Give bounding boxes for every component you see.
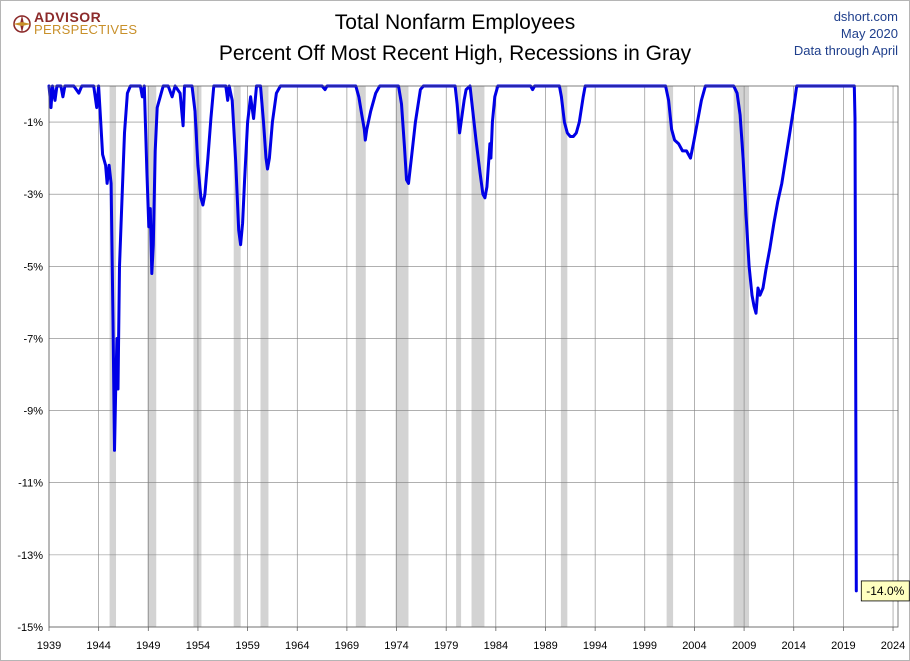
y-tick-label: -1%: [23, 117, 43, 129]
date-label: May 2020: [840, 26, 898, 41]
x-tick-label: 1974: [384, 640, 408, 652]
logo-text-perspectives: PERSPECTIVES: [34, 22, 138, 37]
recession-band: [355, 86, 366, 627]
data-note-label: Data through April: [793, 43, 898, 58]
recession-band: [260, 86, 269, 627]
y-tick-label: -3%: [23, 189, 43, 201]
value-callout-box: [860, 580, 910, 602]
logo-text-advisor: ADVISOR: [34, 9, 102, 25]
x-tick-label: 2019: [831, 640, 855, 652]
advisor-perspectives-logo: ADVISOR PERSPECTIVES: [12, 9, 152, 39]
y-tick-label: -15%: [17, 622, 43, 634]
axes: 1939 1944 1949 1954 1959 1964 1969 1974 1979 1984…: [17, 85, 905, 652]
x-tick-label: 1984: [484, 640, 508, 652]
recession-band: [395, 86, 409, 627]
recession-band: [733, 86, 750, 627]
x-tick-label: 2014: [781, 640, 805, 652]
y-tick-label: -11%: [18, 478, 43, 490]
x-tick-label: 1969: [335, 640, 359, 652]
x-tick-label: 1944: [86, 640, 110, 652]
recession-band: [666, 86, 674, 627]
y-tick-label: -7%: [23, 333, 43, 345]
x-tick-label: 1999: [633, 640, 657, 652]
x-tick-label: 1964: [285, 640, 309, 652]
series-line: [47, 84, 858, 593]
x-tick-label: 1979: [434, 640, 458, 652]
series-layer: [47, 84, 858, 593]
compass-icon: [13, 15, 31, 33]
recession-band: [456, 86, 462, 627]
recession-bands: [109, 86, 750, 627]
recession-band: [233, 86, 241, 627]
value-callout-label: -14.0%: [866, 584, 904, 598]
x-tick-label: 2004: [682, 640, 706, 652]
x-tick-label: 2009: [732, 640, 756, 652]
recession-band: [147, 86, 157, 627]
x-tick-label: 1959: [235, 640, 259, 652]
x-tick-label: 1949: [136, 640, 160, 652]
x-tick-label: 2024: [881, 640, 905, 652]
y-tick-label: -5%: [23, 261, 43, 273]
y-tick-label: -13%: [17, 550, 43, 562]
plot-border: [48, 85, 899, 628]
chart-title: Total Nonfarm Employees: [334, 11, 576, 34]
x-tick-label: 1994: [583, 640, 607, 652]
y-tick-label: -9%: [23, 406, 43, 418]
annotations: -14.0%: [860, 580, 910, 602]
chart-subtitle: Percent Off Most Recent High, Recessions…: [218, 42, 692, 65]
x-tick-label: 1989: [533, 640, 557, 652]
recession-band: [193, 86, 202, 627]
x-tick-label: 1939: [37, 640, 61, 652]
source-label: dshort.com: [833, 9, 898, 24]
x-tick-label: 1954: [186, 640, 210, 652]
recession-band: [471, 86, 485, 627]
recession-band: [560, 86, 568, 627]
